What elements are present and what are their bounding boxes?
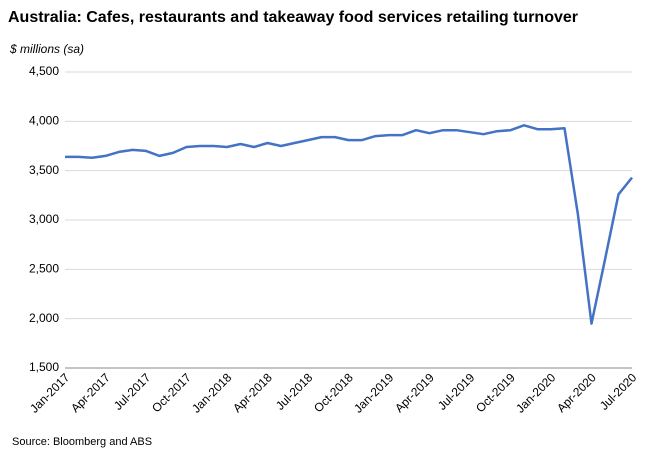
x-tick-label: Apr-2017	[68, 370, 113, 415]
x-tick-label: Jul-2017	[111, 370, 154, 413]
x-tick-label: Oct-2019	[473, 370, 518, 415]
y-tick-label: 4,000	[29, 114, 59, 128]
y-tick-label: 3,000	[29, 212, 59, 226]
x-tick-label: Oct-2018	[311, 370, 356, 415]
x-tick-label: Jan-2019	[351, 370, 397, 416]
x-tick-label: Jul-2019	[435, 370, 478, 413]
y-tick-label: 4,500	[29, 64, 59, 78]
x-tick-label: Jul-2020	[597, 370, 640, 413]
y-tick-label: 2,000	[29, 311, 59, 325]
x-tick-label: Jan-2020	[513, 370, 559, 416]
x-tick-label: Jan-2018	[189, 370, 235, 416]
y-tick-label: 2,500	[29, 262, 59, 276]
x-tick-label: Jul-2018	[273, 370, 316, 413]
x-tick-label: Apr-2018	[230, 370, 275, 415]
x-tick-label: Apr-2020	[554, 370, 599, 415]
data-line	[65, 124, 633, 325]
x-tick-label: Apr-2019	[392, 370, 437, 415]
y-axis-label: $ millions (sa)	[9, 42, 84, 56]
source-note: Source: Bloomberg and ABS	[12, 436, 152, 448]
x-tick-label: Jan-2017	[27, 370, 73, 416]
y-tick-label: 1,500	[29, 360, 59, 374]
y-tick-label: 3,500	[29, 163, 59, 177]
x-tick-label: Oct-2017	[149, 370, 194, 415]
chart-title: Australia: Cafes, restaurants and takeaw…	[8, 9, 578, 26]
